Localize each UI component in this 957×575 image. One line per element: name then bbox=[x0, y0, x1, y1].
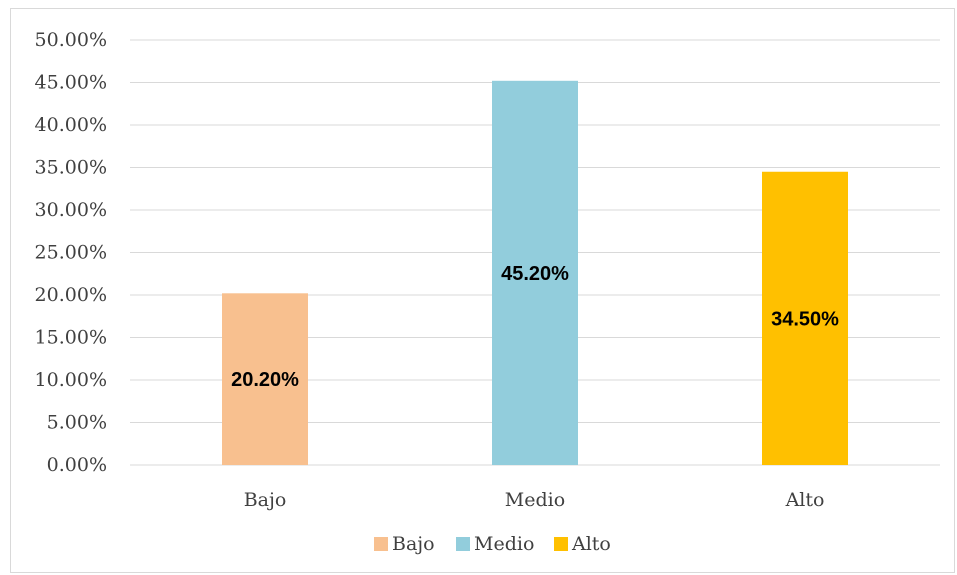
y-tick-label: 25.00% bbox=[35, 242, 107, 264]
y-tick-label: 0.00% bbox=[47, 454, 107, 476]
data-label: 20.20% bbox=[231, 369, 299, 391]
x-axis-category-labels: Bajo Medio Alto bbox=[244, 489, 825, 511]
y-tick-label: 10.00% bbox=[35, 369, 107, 391]
legend-label: Medio bbox=[474, 533, 534, 555]
x-tick-label: Medio bbox=[505, 489, 565, 511]
x-tick-label: Alto bbox=[785, 489, 825, 511]
legend-swatch bbox=[456, 537, 470, 551]
y-tick-label: 30.00% bbox=[35, 199, 107, 221]
legend-swatch bbox=[374, 537, 388, 551]
y-tick-label: 50.00% bbox=[35, 29, 107, 51]
legend-swatch bbox=[554, 537, 568, 551]
bar-bajo bbox=[222, 293, 308, 465]
data-label: 45.20% bbox=[501, 263, 569, 285]
y-tick-label: 40.00% bbox=[35, 114, 107, 136]
y-tick-label: 20.00% bbox=[35, 284, 107, 306]
bars bbox=[222, 80, 848, 466]
legend-label: Alto bbox=[571, 533, 611, 555]
y-tick-label: 5.00% bbox=[47, 412, 107, 434]
bar-alto bbox=[762, 171, 848, 465]
legend-label: Bajo bbox=[392, 533, 435, 555]
data-label: 34.50% bbox=[771, 308, 839, 330]
x-tick-label: Bajo bbox=[244, 489, 287, 511]
y-axis-tick-labels: 0.00% 5.00% 10.00% 15.00% 20.00% 25.00% 30.00%… bbox=[35, 29, 107, 476]
y-tick-label: 15.00% bbox=[35, 327, 107, 349]
legend: Bajo Medio Alto bbox=[374, 533, 611, 555]
bar-medio bbox=[492, 80, 578, 466]
y-tick-label: 45.00% bbox=[35, 72, 107, 94]
data-labels: 20.20% 45.20% 34.50% bbox=[231, 263, 839, 391]
y-tick-label: 35.00% bbox=[35, 157, 107, 179]
